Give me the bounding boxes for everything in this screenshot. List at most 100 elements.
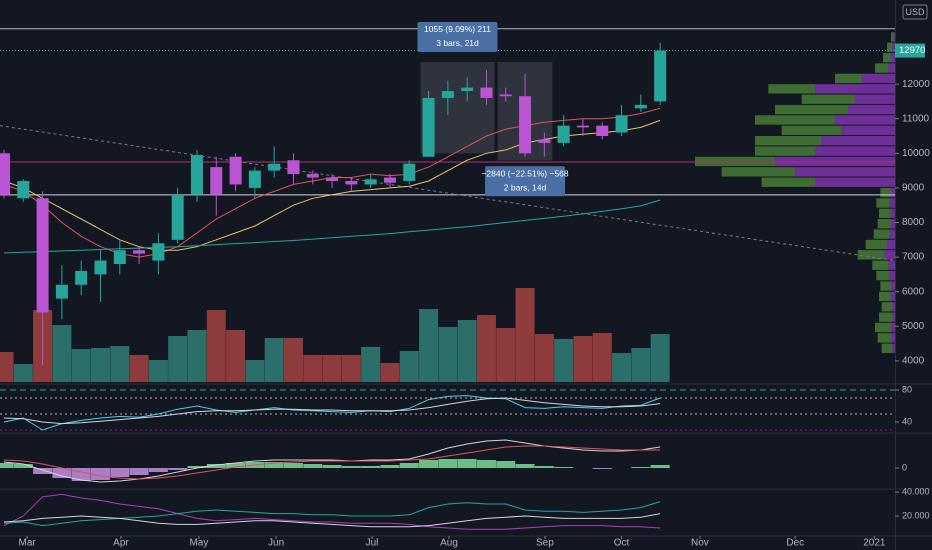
y-tick-label: 5000 — [902, 321, 925, 332]
histogram-bar — [419, 460, 439, 468]
profile-down — [888, 260, 895, 270]
candle-body — [596, 125, 609, 137]
volume-bar — [534, 334, 554, 382]
volume-bar — [438, 327, 458, 382]
x-tick-label: Jul — [366, 538, 379, 549]
profile-up — [755, 136, 822, 146]
profile-down — [891, 281, 895, 291]
volume-bar — [592, 333, 612, 382]
x-tick-label: Jun — [268, 538, 284, 549]
measure-label-box — [485, 166, 566, 197]
candle-body — [55, 284, 68, 299]
profile-up — [801, 94, 855, 104]
profile-down — [821, 136, 895, 146]
histogram-bar — [361, 466, 381, 468]
candle-body — [326, 177, 339, 181]
profile-up — [768, 84, 815, 94]
volume-bar — [264, 338, 284, 382]
volume-bar — [0, 352, 14, 382]
histogram-bar — [264, 462, 284, 468]
volume-bar — [148, 360, 168, 382]
y-tick-label: 8000 — [902, 217, 925, 228]
measure-label-box — [417, 21, 498, 52]
volume-bar — [283, 338, 303, 382]
y-tick-label: 20.000 — [902, 510, 930, 520]
volume-bar — [13, 364, 33, 382]
indicator-line — [3, 493, 661, 530]
candle-body — [36, 198, 49, 313]
measure-label: 3 bars, 21d — [436, 38, 479, 48]
volume-bar — [457, 320, 477, 382]
profile-up — [880, 281, 891, 291]
profile-up — [875, 322, 891, 333]
profile-down — [889, 198, 895, 208]
candle-body — [133, 250, 146, 254]
y-tick-label: 10000 — [902, 148, 930, 159]
volume-bar — [515, 288, 535, 382]
volume-profile — [695, 32, 895, 353]
indicator-line — [3, 513, 661, 528]
histogram-bar — [129, 468, 149, 475]
profile-up — [887, 42, 893, 52]
profile-down — [891, 322, 895, 333]
histogram-bar — [438, 459, 458, 468]
profile-up — [755, 146, 815, 156]
candle-body — [364, 179, 377, 185]
volume-bar — [110, 346, 130, 382]
profile-up — [876, 198, 890, 208]
profile-down — [892, 302, 895, 312]
volume-bar — [476, 315, 496, 382]
histogram-bar — [148, 468, 168, 472]
histogram-bar — [476, 460, 496, 468]
volume-bar — [226, 330, 246, 382]
profile-up — [891, 32, 894, 42]
profile-down — [891, 219, 895, 229]
profile-up — [872, 260, 889, 270]
candle-body — [441, 91, 454, 98]
x-tick-label: May — [189, 538, 208, 549]
volume-bar — [52, 325, 72, 382]
candle-body — [403, 163, 416, 181]
profile-down — [892, 312, 895, 322]
volume-bar — [612, 353, 632, 382]
volume-bar — [380, 363, 400, 382]
profile-down — [891, 208, 895, 219]
histogram-bar — [13, 464, 33, 468]
profile-up — [761, 177, 815, 187]
profile-up — [879, 208, 891, 219]
profile-down — [835, 115, 895, 125]
indicator-line — [3, 395, 661, 431]
histogram-bar — [283, 463, 303, 468]
trendline — [0, 125, 896, 262]
moving-average — [3, 199, 661, 254]
profile-down — [891, 52, 895, 63]
profile-down — [841, 125, 895, 136]
candle-body — [519, 96, 532, 154]
profile-up — [877, 333, 891, 343]
volume-bar — [187, 330, 207, 382]
currency-box[interactable] — [902, 4, 928, 20]
last-price-box — [895, 43, 925, 58]
volume-bar — [206, 310, 226, 382]
histogram-bar — [341, 466, 361, 468]
profile-up — [835, 73, 862, 84]
y-tick-label: 80 — [902, 384, 912, 394]
profile-down — [795, 167, 895, 177]
profile-up — [881, 302, 893, 312]
candle-body — [461, 87, 474, 92]
profile-up — [879, 291, 891, 302]
profile-up — [755, 115, 835, 125]
candle-body — [229, 156, 242, 185]
volume-bar — [341, 355, 361, 382]
volume-bar — [322, 355, 342, 382]
candle-body — [345, 180, 358, 185]
profile-up — [879, 312, 893, 322]
volume-bar — [303, 355, 323, 382]
y-tick-label: 40 — [902, 416, 912, 426]
candle-body — [210, 167, 223, 195]
measure-label: 2 bars, 14d — [504, 182, 547, 192]
candle-body — [422, 97, 435, 157]
histogram-bar — [187, 466, 207, 468]
profile-down — [889, 229, 895, 239]
